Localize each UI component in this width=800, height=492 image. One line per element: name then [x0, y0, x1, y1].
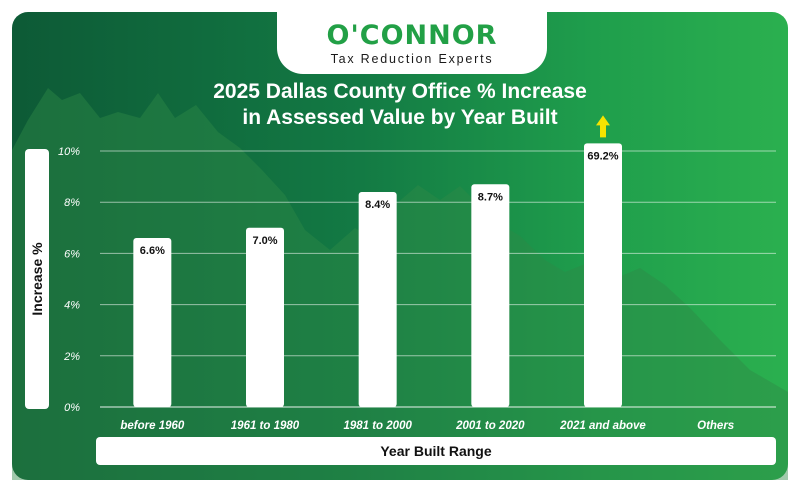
- x-category-label: 1981 to 2000: [343, 420, 412, 432]
- y-tick-label: 10%: [58, 146, 80, 158]
- bar: [584, 143, 622, 407]
- bar-value-label: 7.0%: [252, 235, 277, 247]
- bar: [133, 238, 172, 407]
- y-axis-label: Increase %: [29, 242, 45, 316]
- y-axis-label-box: [25, 149, 49, 409]
- x-category-label: 2001 to 2020: [455, 420, 525, 432]
- x-category-label: 2021 and above: [559, 420, 646, 432]
- y-tick-label: 0%: [64, 402, 80, 414]
- x-axis-label-box: [96, 437, 776, 465]
- x-category-label: Others: [697, 420, 734, 432]
- bar: [246, 227, 284, 407]
- brand-tagline: Tax Reduction Experts: [330, 52, 494, 66]
- y-tick-label: 8%: [64, 197, 80, 209]
- bar: [358, 191, 397, 407]
- brand-logo: O'CONNOR: [326, 20, 498, 51]
- bar: [471, 184, 510, 407]
- bar-value-label: 69.2%: [587, 150, 618, 162]
- x-axis-label: Year Built Range: [380, 443, 492, 459]
- x-category-label: before 1960: [120, 420, 185, 432]
- y-tick-label: 4%: [64, 300, 80, 312]
- bar-value-label: 6.6%: [140, 245, 165, 257]
- chart-title-line1: 2025 Dallas County Office % Increase: [213, 80, 587, 103]
- logo-tab: O'CONNOR Tax Reduction Experts: [277, 12, 547, 74]
- chart-title-line2: in Assessed Value by Year Built: [242, 106, 558, 129]
- y-tick-label: 6%: [64, 248, 80, 260]
- x-category-label: 1961 to 1980: [231, 420, 300, 432]
- y-tick-label: 2%: [63, 351, 80, 363]
- overflow-arrow-icon: [596, 115, 610, 138]
- bar-value-label: 8.7%: [478, 191, 503, 203]
- bar-value-label: 8.4%: [365, 199, 390, 211]
